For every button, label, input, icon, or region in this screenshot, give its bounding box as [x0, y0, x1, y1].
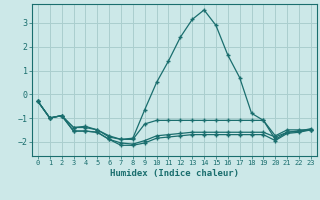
X-axis label: Humidex (Indice chaleur): Humidex (Indice chaleur) — [110, 169, 239, 178]
